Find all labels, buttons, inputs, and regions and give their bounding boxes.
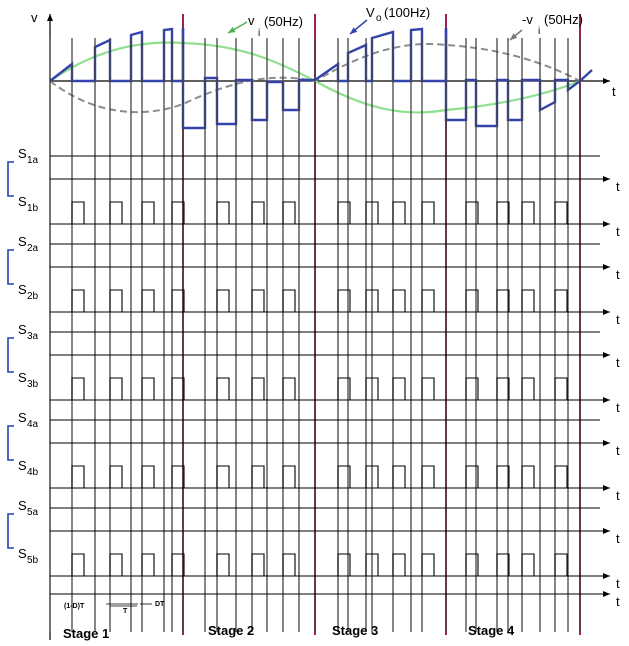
signal-b-pulses <box>50 377 600 401</box>
timing-annotation: (1-D)T T DT <box>64 601 165 615</box>
signal-label-s1b: S 1b <box>18 194 39 214</box>
svg-text:5a: 5a <box>27 507 39 518</box>
t-axis-label: t <box>616 488 620 503</box>
svg-text:2b: 2b <box>27 291 39 302</box>
svg-text:S: S <box>18 146 27 161</box>
t-axis-label: t <box>616 312 620 327</box>
svg-text:5b: 5b <box>27 555 39 566</box>
svg-text:2a: 2a <box>27 243 39 254</box>
signal-b-pulses <box>50 553 600 577</box>
svg-text:i: i <box>258 28 260 39</box>
svg-text:o: o <box>376 13 382 24</box>
svg-text:1a: 1a <box>27 155 39 166</box>
stage-3-label: Stage 3 <box>332 623 378 638</box>
signal-b-pulses <box>50 289 600 313</box>
svg-text:S: S <box>18 194 27 209</box>
t-axis-label: t <box>616 179 620 194</box>
signal-label-s2b: S 2b <box>18 282 39 302</box>
svg-text:(100Hz): (100Hz) <box>384 5 430 20</box>
vo-stage1 <box>49 27 185 83</box>
signal-b-pulses <box>50 201 600 225</box>
svg-text:3a: 3a <box>27 331 39 342</box>
neg-vi-pointer <box>509 29 523 41</box>
neg-vi-label: -v i (50Hz) <box>522 12 583 37</box>
vo-stage4 <box>444 28 593 128</box>
signal-b-pulses <box>50 465 600 489</box>
svg-text:S: S <box>18 546 27 561</box>
svg-text:i: i <box>538 26 540 37</box>
svg-text:4a: 4a <box>27 419 39 430</box>
t-axis-label: t <box>616 594 620 609</box>
stage-2-label: Stage 2 <box>208 623 254 638</box>
t-axis-label-main: t <box>612 84 616 99</box>
signal-pair-bracket <box>7 249 14 285</box>
svg-text:V: V <box>366 5 375 20</box>
signal-label-s3a: S 3a <box>18 322 39 342</box>
stage-4-label: Stage 4 <box>468 623 515 638</box>
t-axis-label: t <box>616 355 620 370</box>
svg-text:-v: -v <box>522 12 533 27</box>
svg-text:(50Hz): (50Hz) <box>544 12 583 27</box>
svg-text:S: S <box>18 370 27 385</box>
t-axis-label: t <box>616 576 620 591</box>
svg-text:v: v <box>248 13 255 28</box>
svg-text:3b: 3b <box>27 379 39 390</box>
signal-pair-bracket <box>7 161 14 197</box>
signal-label-s2a: S 2a <box>18 234 39 254</box>
stage-1-label: Stage 1 <box>63 626 109 641</box>
svg-text:S: S <box>18 410 27 425</box>
svg-text:4b: 4b <box>27 467 39 478</box>
signal-pair-bracket <box>7 513 14 549</box>
vo-stage3 <box>314 27 448 83</box>
t-axis-label: t <box>616 443 620 458</box>
t-axis-label: t <box>616 400 620 415</box>
svg-text:S: S <box>18 458 27 473</box>
signal-label-s5b: S 5b <box>18 546 39 566</box>
t-axis-label: t <box>616 531 620 546</box>
svg-text:(50Hz): (50Hz) <box>264 14 303 29</box>
v-axis-label: v <box>31 10 38 25</box>
svg-text:S: S <box>18 322 27 337</box>
vi-label: v i (50Hz) <box>248 13 303 39</box>
svg-text:DT: DT <box>155 601 165 608</box>
signal-label-s4a: S 4a <box>18 410 39 430</box>
svg-text:T: T <box>123 608 128 615</box>
signal-label-s3b: S 3b <box>18 370 39 390</box>
vi-pointer <box>227 21 248 34</box>
vo-label: V o (100Hz) <box>366 5 430 24</box>
t-axis-label: t <box>616 224 620 239</box>
svg-text:S: S <box>18 498 27 513</box>
svg-text:(1-D)T: (1-D)T <box>64 603 85 610</box>
vo-pointer <box>349 19 368 35</box>
signal-pair-bracket <box>7 425 14 461</box>
signal-label-s5a: S 5a <box>18 498 39 518</box>
svg-text:S: S <box>18 234 27 249</box>
svg-text:1b: 1b <box>27 203 39 214</box>
signal-label-s4b: S 4b <box>18 458 39 478</box>
t-axis-label: t <box>616 267 620 282</box>
svg-text:S: S <box>18 282 27 297</box>
signal-label-s1a: S 1a <box>18 146 39 166</box>
switching-instant-lines <box>49 38 581 632</box>
signal-pair-bracket <box>7 337 14 373</box>
